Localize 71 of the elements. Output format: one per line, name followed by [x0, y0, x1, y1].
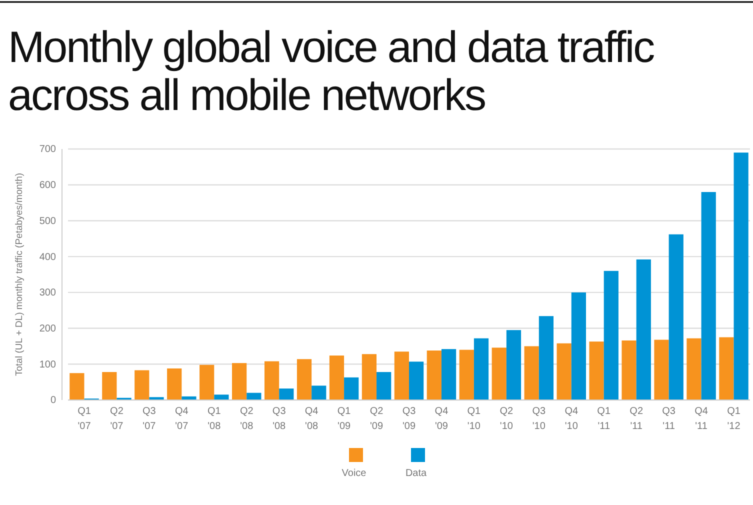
- x-tick-label: Q2 '09: [370, 406, 384, 432]
- bar: [376, 372, 392, 400]
- x-tick-label: Q4 '10: [564, 406, 578, 432]
- x-tick-label: Q3 '11: [662, 406, 676, 432]
- bar: [492, 348, 506, 400]
- bar: [556, 343, 572, 400]
- bar: [344, 377, 359, 400]
- x-tick-label: Q1 '10: [467, 406, 482, 432]
- bar: [394, 352, 409, 400]
- bar: [538, 316, 554, 400]
- bar: [571, 292, 586, 400]
- bar: [246, 392, 262, 400]
- bar: [524, 346, 539, 400]
- bar: [279, 388, 294, 400]
- bar: [668, 234, 684, 400]
- y-axis-title: Total (UL + DL) monthly traffic (Petabyes/month): [14, 172, 25, 376]
- legend-label: Voice: [342, 468, 367, 479]
- x-tick-label: Q4 '07: [174, 406, 189, 432]
- y-tick-label: 300: [39, 288, 56, 299]
- bar: [312, 386, 326, 400]
- x-tick-label: Q4 '09: [434, 406, 449, 432]
- bar: [296, 359, 312, 400]
- bar: [441, 349, 456, 400]
- bar: [734, 152, 748, 400]
- x-tick-label: Q1 '08: [207, 406, 222, 432]
- bar: [622, 340, 636, 400]
- y-tick-label: 0: [50, 395, 56, 406]
- x-tick-label: Q2 '11: [630, 406, 644, 432]
- x-tick-label: Q4 '11: [694, 406, 708, 432]
- bar: [409, 362, 424, 400]
- bar: [70, 373, 84, 400]
- x-tick-label: Q1 '07: [78, 406, 92, 432]
- x-tick-label: Q2 '10: [500, 406, 514, 432]
- x-tick-label: Q3 '10: [532, 406, 546, 432]
- bar: [362, 354, 377, 400]
- x-tick-label: Q1 '12: [727, 406, 741, 432]
- bar: [264, 361, 280, 400]
- bar: [654, 340, 669, 400]
- bar: [426, 350, 442, 400]
- y-tick-label: 600: [39, 180, 56, 192]
- chart-title: Monthly global voice and data traffic across all mobile networks: [8, 23, 654, 120]
- y-tick-label: 500: [39, 216, 56, 227]
- bar: [719, 337, 734, 400]
- legend-label: Data: [405, 468, 427, 479]
- x-tick-label: Q3 '08: [272, 406, 286, 432]
- y-tick-label: 200: [39, 323, 56, 334]
- x-tick-label: Q1 '11: [597, 406, 611, 432]
- y-tick-label: 400: [39, 252, 56, 263]
- bar: [102, 372, 117, 400]
- bar: [459, 350, 474, 400]
- bar: [134, 370, 150, 400]
- bar: [474, 338, 489, 400]
- x-tick-label: Q3 '07: [142, 406, 156, 432]
- bar: [506, 330, 522, 400]
- y-tick-label: 100: [39, 359, 56, 370]
- bar: [604, 270, 618, 400]
- bar: [232, 363, 247, 400]
- bar: [701, 192, 716, 400]
- x-tick-label: Q2 '08: [240, 406, 254, 432]
- y-tick-label: 700: [39, 144, 56, 156]
- x-tick-label: Q3 '09: [402, 406, 416, 432]
- bar: [686, 338, 702, 400]
- x-tick-label: Q2 '07: [110, 406, 124, 432]
- bar: [329, 356, 344, 400]
- x-tick-label: Q4 '08: [304, 406, 319, 432]
- bar: [167, 368, 182, 400]
- bar: [214, 394, 229, 400]
- x-tick-label: Q1 '09: [337, 406, 352, 432]
- bar: [589, 342, 604, 400]
- bar: [636, 259, 651, 400]
- bar: [200, 364, 214, 400]
